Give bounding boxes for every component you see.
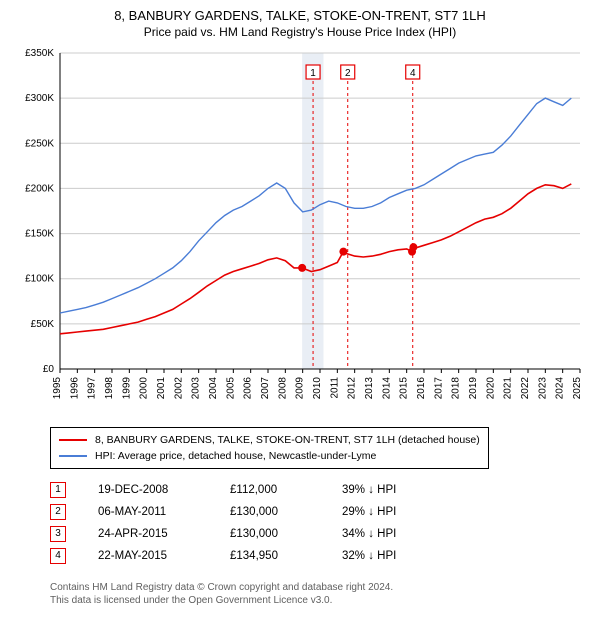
svg-text:2018: 2018 xyxy=(451,377,462,400)
legend: 8, BANBURY GARDENS, TALKE, STOKE-ON-TREN… xyxy=(50,427,489,469)
svg-text:1999: 1999 xyxy=(121,377,132,400)
svg-text:£150K: £150K xyxy=(25,229,54,240)
sale-row: 3 24-APR-2015 £130,000 34% ↓ HPI xyxy=(50,523,588,545)
svg-text:2019: 2019 xyxy=(468,377,479,400)
svg-text:£100K: £100K xyxy=(25,274,54,285)
footer-line-1: Contains HM Land Registry data © Crown c… xyxy=(50,581,588,594)
svg-text:2024: 2024 xyxy=(555,377,566,400)
svg-text:2003: 2003 xyxy=(191,377,202,400)
svg-text:2013: 2013 xyxy=(364,377,375,400)
sale-date: 24-APR-2015 xyxy=(98,523,198,545)
svg-text:£300K: £300K xyxy=(25,93,54,104)
sale-pct: 32% ↓ HPI xyxy=(342,545,432,567)
svg-text:2021: 2021 xyxy=(503,377,514,400)
legend-row-hpi: HPI: Average price, detached house, Newc… xyxy=(59,448,480,464)
sale-date: 19-DEC-2008 xyxy=(98,479,198,501)
svg-text:2: 2 xyxy=(345,68,351,79)
svg-text:2014: 2014 xyxy=(381,377,392,400)
legend-label-hpi: HPI: Average price, detached house, Newc… xyxy=(95,448,376,464)
sale-marker-icon: 2 xyxy=(50,504,66,520)
svg-text:1997: 1997 xyxy=(87,377,98,400)
svg-text:1998: 1998 xyxy=(104,377,115,400)
sale-marker-icon: 3 xyxy=(50,526,66,542)
footer: Contains HM Land Registry data © Crown c… xyxy=(50,581,588,607)
svg-text:2011: 2011 xyxy=(329,377,340,399)
sale-table: 1 19-DEC-2008 £112,000 39% ↓ HPI 2 06-MAY-201… xyxy=(50,479,588,567)
sale-pct: 34% ↓ HPI xyxy=(342,523,432,545)
svg-text:2009: 2009 xyxy=(295,377,306,400)
sale-marker-icon: 4 xyxy=(50,548,66,564)
svg-text:2000: 2000 xyxy=(139,377,150,400)
svg-text:£50K: £50K xyxy=(31,319,55,330)
chart-title: 8, BANBURY GARDENS, TALKE, STOKE-ON-TREN… xyxy=(12,8,588,23)
sale-price: £130,000 xyxy=(230,523,310,545)
svg-text:1: 1 xyxy=(310,68,316,79)
sale-row: 1 19-DEC-2008 £112,000 39% ↓ HPI xyxy=(50,479,588,501)
sale-price: £130,000 xyxy=(230,501,310,523)
svg-text:2023: 2023 xyxy=(537,377,548,400)
svg-text:1996: 1996 xyxy=(69,377,80,400)
svg-text:2006: 2006 xyxy=(243,377,254,400)
sale-row: 4 22-MAY-2015 £134,950 32% ↓ HPI xyxy=(50,545,588,567)
legend-row-property: 8, BANBURY GARDENS, TALKE, STOKE-ON-TREN… xyxy=(59,432,480,448)
svg-text:2012: 2012 xyxy=(347,377,358,400)
svg-text:£200K: £200K xyxy=(25,183,54,194)
svg-text:2002: 2002 xyxy=(173,377,184,400)
svg-text:2025: 2025 xyxy=(572,377,583,400)
legend-swatch-hpi xyxy=(59,455,87,457)
svg-text:£250K: £250K xyxy=(25,138,54,149)
sale-pct: 39% ↓ HPI xyxy=(342,479,432,501)
sale-marker-icon: 1 xyxy=(50,482,66,498)
svg-text:2015: 2015 xyxy=(399,377,410,400)
sale-date: 22-MAY-2015 xyxy=(98,545,198,567)
svg-text:2004: 2004 xyxy=(208,377,219,400)
svg-text:£350K: £350K xyxy=(25,48,54,59)
svg-text:4: 4 xyxy=(410,68,416,79)
svg-text:2010: 2010 xyxy=(312,377,323,400)
chart-subtitle: Price paid vs. HM Land Registry's House … xyxy=(12,25,588,39)
svg-text:2001: 2001 xyxy=(156,377,167,400)
svg-text:2020: 2020 xyxy=(485,377,496,400)
legend-swatch-property xyxy=(59,439,87,441)
svg-text:£0: £0 xyxy=(43,364,55,375)
footer-line-2: This data is licensed under the Open Gov… xyxy=(50,594,588,607)
sale-price: £134,950 xyxy=(230,545,310,567)
sale-row: 2 06-MAY-2011 £130,000 29% ↓ HPI xyxy=(50,501,588,523)
svg-text:2008: 2008 xyxy=(277,377,288,400)
svg-text:2017: 2017 xyxy=(433,377,444,400)
sale-price: £112,000 xyxy=(230,479,310,501)
svg-text:2022: 2022 xyxy=(520,377,531,400)
legend-label-property: 8, BANBURY GARDENS, TALKE, STOKE-ON-TREN… xyxy=(95,432,480,448)
svg-text:2005: 2005 xyxy=(225,377,236,400)
svg-text:1995: 1995 xyxy=(52,377,63,400)
sale-date: 06-MAY-2011 xyxy=(98,501,198,523)
svg-text:2007: 2007 xyxy=(260,377,271,400)
sale-pct: 29% ↓ HPI xyxy=(342,501,432,523)
svg-text:2016: 2016 xyxy=(416,377,427,400)
price-chart: £0 £50K £100K £150K £200K £250K £300K £350K 1995… xyxy=(12,45,588,415)
